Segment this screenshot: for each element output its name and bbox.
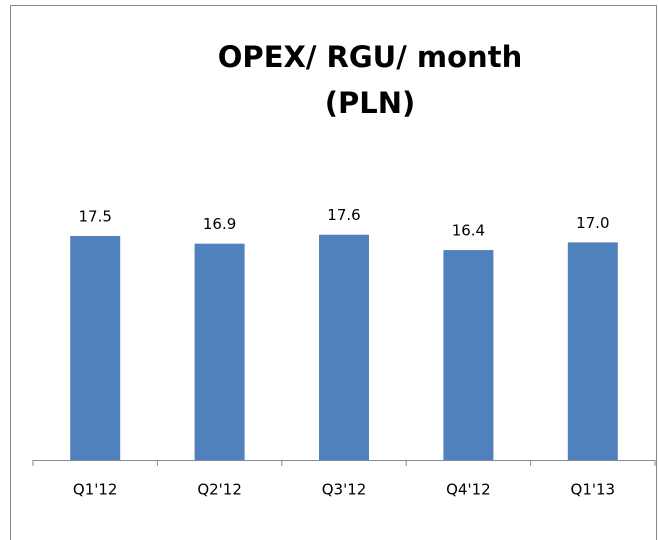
bar (319, 234, 369, 460)
x-tick-label: Q4'12 (446, 481, 491, 499)
bar (70, 236, 121, 460)
data-label: 17.6 (327, 206, 360, 224)
data-label: 17.0 (576, 214, 609, 232)
x-tick-label: Q1'13 (571, 481, 616, 499)
x-tick-label: Q1'12 (73, 481, 118, 499)
bar (194, 243, 245, 460)
x-tick-label: Q3'12 (322, 481, 367, 499)
data-label: 16.4 (452, 222, 485, 240)
chart-title: OPEX/ RGU/ month (PLN) (217, 40, 523, 120)
bar (443, 250, 494, 460)
x-tick-label: Q2'12 (197, 481, 242, 499)
data-label: 16.9 (203, 215, 236, 233)
data-label: 17.5 (78, 208, 111, 226)
bar (567, 242, 618, 460)
